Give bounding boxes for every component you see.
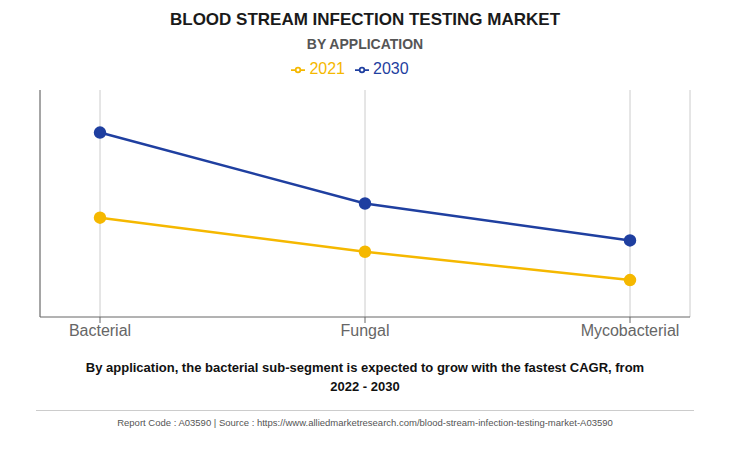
html-text:By application, the bacterial: By application, the bacterial sub-segmen… <box>85 360 645 375</box>
svg-text:Mycobacterial: Mycobacterial <box>581 322 680 339</box>
html-text:2021: 2021 <box>309 60 345 77</box>
svg-text:Fungal: Fungal <box>341 322 390 339</box>
svg-text:Bacterial: Bacterial <box>69 322 131 339</box>
html-text:BLOOD STREAM INFECTION TESTING: BLOOD STREAM INFECTION TESTING MARKET <box>170 10 560 29</box>
html-text:Report Code : A03590 | Source: Report Code : A03590 | Source : https://… <box>117 417 613 428</box>
html-text:2030: 2030 <box>373 60 409 77</box>
html-text:2022 - 2030: 2022 - 2030 <box>330 379 400 394</box>
html-text:BY APPLICATION: BY APPLICATION <box>306 36 424 52</box>
